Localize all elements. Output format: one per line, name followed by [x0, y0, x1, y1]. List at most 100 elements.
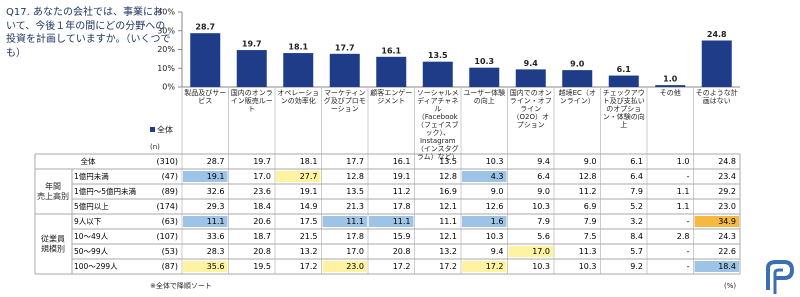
table-cell: 1.1	[676, 202, 690, 211]
row-n: (107)	[156, 232, 178, 241]
row-label: 1億円～5億円未満	[74, 187, 137, 196]
table-cell: 6.4	[537, 172, 550, 181]
table-cell: 4.3	[490, 172, 504, 181]
bar-value-label: 6.1	[617, 65, 632, 74]
table-cell: 9.4	[490, 247, 504, 256]
table-cell: 11.1	[346, 217, 364, 226]
group-label: 規模別	[41, 244, 65, 254]
row-n: (310)	[156, 157, 178, 166]
row-label: 10～49人	[74, 232, 109, 241]
table-cell: 17.8	[346, 232, 364, 241]
table-cell: 23.6	[253, 187, 271, 196]
highlight	[694, 216, 739, 227]
table-cell: 17.5	[299, 217, 318, 226]
table-cell: 5.2	[630, 202, 643, 211]
table-cell: 10.3	[532, 202, 550, 211]
table-cell: 17.2	[485, 262, 504, 271]
table-cell: 11.3	[578, 247, 597, 256]
table-cell: 29.2	[718, 187, 736, 196]
table-cell: 1.1	[676, 187, 690, 196]
table-cell: 27.7	[299, 172, 318, 181]
table-cell: 21.3	[346, 202, 364, 211]
bar	[329, 53, 360, 87]
highlight	[183, 171, 228, 182]
category-label: 国内でのオンライン・オフライン（O2O）オプション	[509, 89, 552, 130]
table-cell: 24.8	[718, 157, 736, 166]
bar-value-label: 10.3	[474, 57, 494, 66]
legend-label: 全体	[157, 125, 173, 135]
table-cell: 11.1	[392, 217, 411, 226]
bar-value-label: 18.1	[288, 43, 308, 52]
bar	[283, 53, 314, 87]
row-n: (63)	[161, 217, 178, 226]
table-cell: 17.7	[346, 157, 364, 166]
question: Q17. あなたの会社では、事業において、今後１年の間にどの分野への投資を計画し…	[6, 7, 171, 59]
table-cell: 23.4	[718, 172, 736, 181]
row-n: (47)	[161, 172, 178, 181]
table-cell: 29.3	[206, 202, 225, 211]
table-cell: 5.7	[630, 247, 643, 256]
n-header: (n)	[150, 143, 160, 151]
table-cell: 9.0	[583, 157, 597, 166]
table-cell: 18.7	[253, 232, 271, 241]
table-cell: 18.1	[299, 157, 318, 166]
y-tick-label: 20%	[157, 45, 175, 54]
table-cell: 28.3	[206, 247, 225, 256]
row-label: 全体	[80, 157, 96, 166]
table-cell: 24.3	[718, 232, 736, 241]
table-cell: 8.4	[630, 232, 643, 241]
table-cell: 11.2	[578, 187, 597, 196]
bar-value-label: 9.4	[524, 59, 539, 68]
category-label: チェックアウト及び支払いのオプション・体験の向上	[602, 89, 645, 130]
table-cell: 13.2	[299, 247, 318, 256]
table-cell: 21.5	[299, 232, 318, 241]
group-label: 従業員	[41, 234, 65, 244]
table-cell: 9.0	[490, 187, 504, 196]
y-tick-label: 10%	[157, 64, 175, 73]
table-cell: 10.3	[532, 262, 550, 271]
table-cell: 19.7	[253, 157, 271, 166]
table-cell: 17.0	[346, 247, 364, 256]
highlight	[369, 216, 414, 227]
bar-value-label: 19.7	[242, 40, 262, 49]
category-label: オペレーションの効率化	[277, 89, 320, 106]
table-cell: 19.5	[253, 262, 271, 271]
table-cell: 6.1	[630, 157, 643, 166]
bar-value-label: 24.8	[707, 30, 727, 39]
table-cell: 11.1	[439, 217, 457, 226]
table-cell: 16.9	[439, 187, 457, 196]
bar-value-label: 1.0	[663, 75, 678, 84]
table-cell: -	[686, 217, 690, 226]
row-label: 50～99人	[74, 247, 109, 256]
legend-swatch	[150, 127, 155, 132]
category-label: そのような計画はない	[695, 89, 738, 106]
row-label: 1億円未満	[74, 172, 109, 181]
table-cell: 7.9	[583, 217, 597, 226]
bar	[562, 70, 593, 87]
logo	[766, 260, 795, 290]
table-cell: 20.8	[253, 247, 271, 256]
highlight	[462, 261, 507, 272]
table-cell: 28.7	[206, 157, 225, 166]
table-cell: 23.0	[346, 262, 364, 271]
table-cell: 17.2	[439, 262, 457, 271]
y-tick-label: 40%	[157, 8, 175, 17]
table-cell: 17.2	[392, 262, 411, 271]
table-cell: 12.8	[439, 172, 457, 181]
highlight	[462, 171, 507, 182]
bar-value-label: 17.7	[335, 43, 355, 52]
footnote: ※全体で降順ソート	[150, 282, 212, 290]
table-cell: 9.4	[537, 157, 550, 166]
table-cell: -	[686, 247, 690, 256]
y-tick-label: 0%	[162, 83, 175, 92]
table-cell: 20.8	[392, 247, 411, 256]
row-n: (89)	[161, 187, 178, 196]
table-cell: 35.6	[206, 262, 225, 271]
table-cell: 1.6	[490, 217, 504, 226]
bar-value-label: 28.7	[195, 23, 215, 32]
category-label: 顧客エンゲージメント	[370, 89, 413, 106]
highlight	[183, 216, 228, 227]
group-label: 売上高別	[37, 191, 69, 201]
table-cell: 10.3	[485, 157, 504, 166]
